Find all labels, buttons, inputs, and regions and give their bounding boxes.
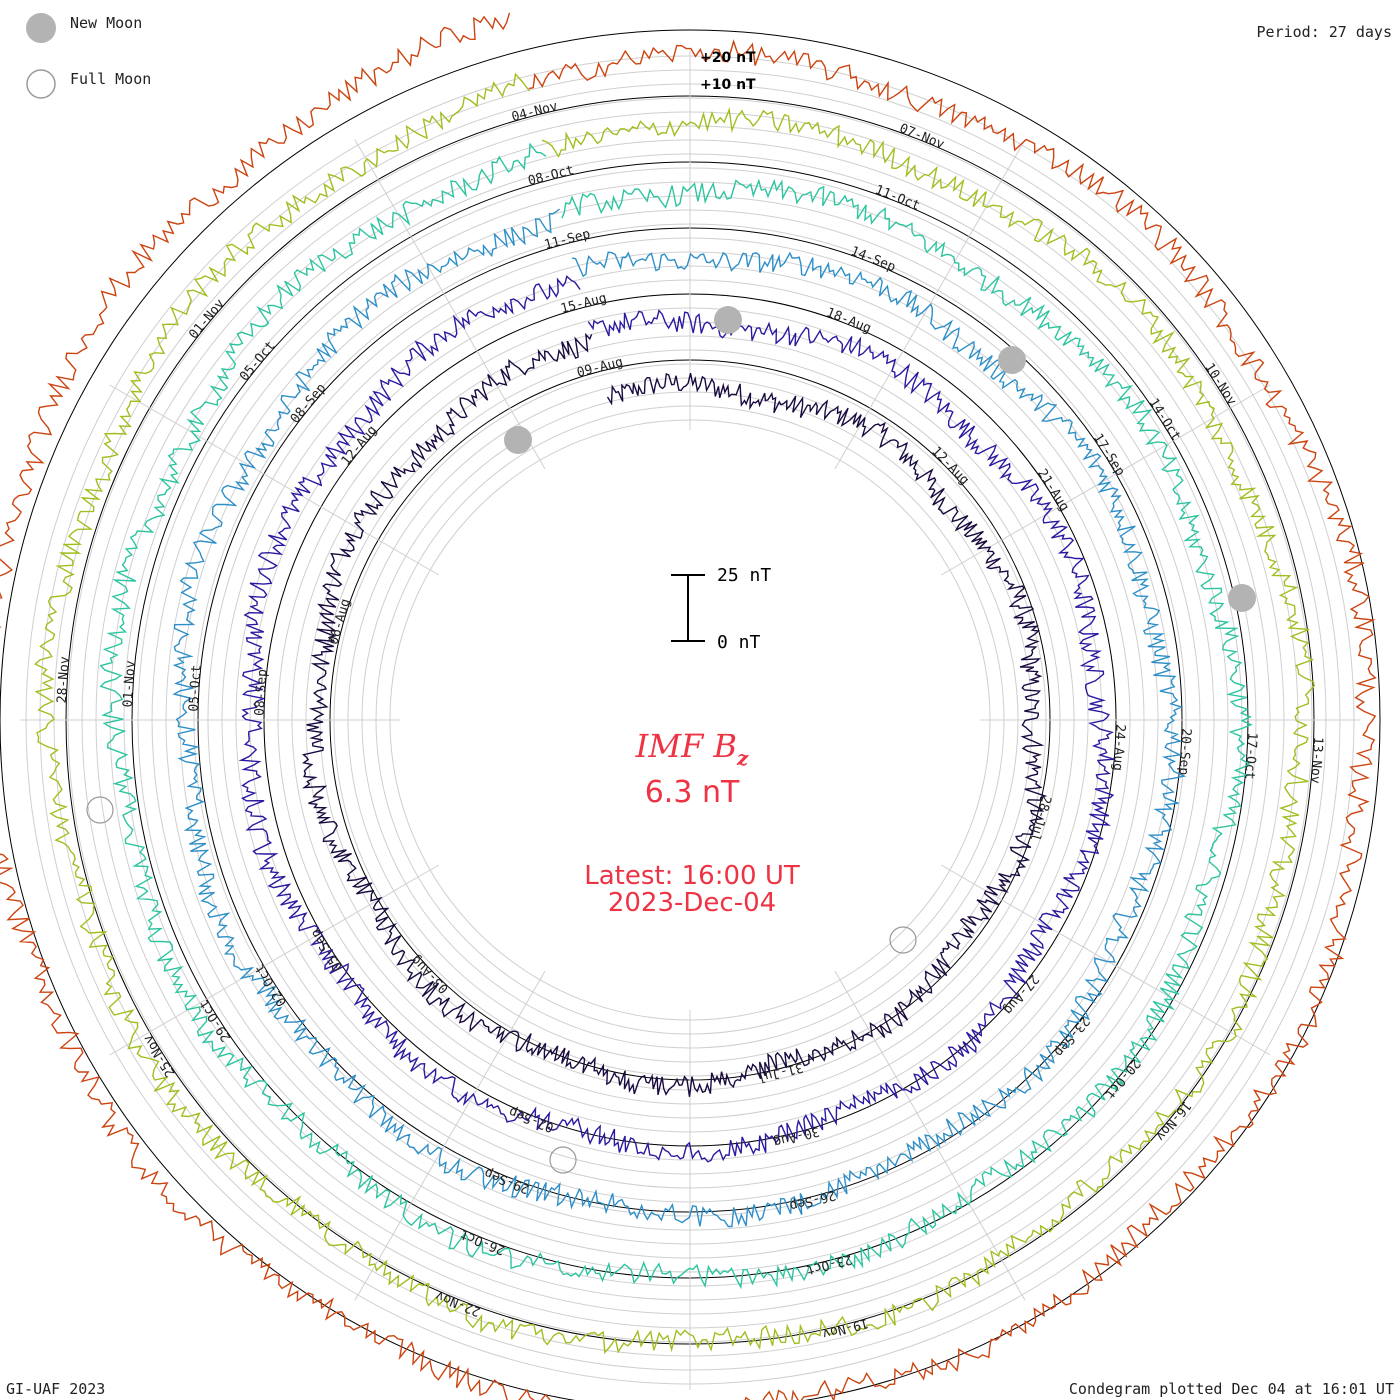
date-label: 26-Sep bbox=[788, 1187, 837, 1213]
date-label: 23-Oct bbox=[804, 1251, 853, 1277]
date-label: 25-Nov bbox=[141, 1032, 179, 1080]
date-label: 28-Jul bbox=[1026, 794, 1053, 843]
full-moon-marker bbox=[889, 926, 917, 954]
date-label: 05-Oct bbox=[186, 664, 204, 712]
date-label: 24-Aug bbox=[1110, 724, 1128, 772]
scale-bar-bottom-label: 0 nT bbox=[717, 632, 761, 653]
date-label: 28-Nov bbox=[55, 656, 73, 704]
radial-spoke bbox=[354, 970, 546, 1301]
grid-ring bbox=[277, 307, 1103, 1133]
date-label: 23-Sep bbox=[1051, 1013, 1093, 1059]
date-label: 15-Aug bbox=[559, 291, 608, 317]
date-label: 08-Oct bbox=[526, 163, 575, 189]
legend-new-moon-label: New Moon bbox=[70, 14, 143, 32]
ring-label-20: +20 nT bbox=[700, 50, 756, 66]
date-label: 11-Oct bbox=[873, 183, 922, 214]
date-label: 31-Jul bbox=[755, 1059, 804, 1085]
radial-spoke bbox=[940, 864, 1271, 1056]
trace-cycle-1 bbox=[301, 332, 1048, 1097]
new-moon-marker bbox=[998, 346, 1026, 374]
radial-spoke bbox=[109, 864, 440, 1056]
date-label: 10-Nov bbox=[1201, 361, 1239, 409]
latest-time: Latest: 16:00 UT bbox=[584, 861, 800, 891]
full-moon-marker bbox=[86, 796, 114, 824]
new-moon-marker bbox=[714, 306, 742, 334]
grid-ring bbox=[361, 391, 1019, 1049]
trace-cycle-5 bbox=[34, 72, 1315, 1355]
date-label: 09-Aug bbox=[575, 355, 624, 381]
new-moon-marker bbox=[504, 426, 532, 454]
full-moon-marker bbox=[549, 1146, 577, 1174]
trace-cycle-3 bbox=[172, 208, 1187, 1228]
radial-spokes bbox=[20, 50, 1360, 1390]
date-label: 16-Nov bbox=[1152, 1098, 1194, 1144]
grid-ring bbox=[375, 405, 1005, 1035]
date-label: 14-Oct bbox=[1146, 396, 1184, 444]
full-moon-legend-icon bbox=[26, 69, 56, 99]
radial-spoke bbox=[940, 384, 1271, 576]
grid-ring bbox=[389, 419, 991, 1021]
date-label: 06-Aug bbox=[326, 597, 353, 646]
zero-ring bbox=[0, 29, 1381, 1400]
date-label: 01-Nov bbox=[121, 660, 139, 708]
scale-bar-top-label: 25 nT bbox=[717, 565, 771, 586]
latest-date: 2023-Dec-04 bbox=[608, 888, 776, 918]
ring-label-10: +10 nT bbox=[700, 77, 756, 93]
date-label: 07-Nov bbox=[897, 121, 946, 152]
period-label: Period: 27 days bbox=[1256, 23, 1392, 41]
date-label: 20-Sep bbox=[1175, 728, 1193, 776]
center-value: 6.3 nT bbox=[645, 775, 740, 810]
date-label: 05-Oct bbox=[237, 339, 279, 385]
date-label: 14-Sep bbox=[848, 244, 897, 275]
date-label: 21-Aug bbox=[1034, 466, 1072, 514]
plotted-timestamp: Condegram plotted Dec 04 at 16:01 UT bbox=[1068, 1380, 1394, 1398]
trace-cycle-4 bbox=[99, 142, 1253, 1290]
legend-full-moon-label: Full Moon bbox=[70, 70, 152, 88]
radial-spoke bbox=[354, 139, 546, 470]
date-label: 02-Oct bbox=[252, 961, 290, 1009]
trace-cycle-2 bbox=[238, 275, 1115, 1163]
date-label: 13-Nov bbox=[1307, 736, 1325, 784]
trace-cycle-6 bbox=[0, 12, 1377, 1400]
date-label: 01-Nov bbox=[186, 296, 228, 342]
date-label: 29-Oct bbox=[197, 996, 235, 1044]
credit-label: GI-UAF 2023 bbox=[6, 1380, 106, 1398]
data-traces bbox=[0, 12, 1377, 1400]
moon-markers bbox=[86, 306, 1256, 1174]
new-moon-legend-icon bbox=[26, 13, 56, 43]
radial-spoke bbox=[109, 384, 440, 576]
new-moon-marker bbox=[1228, 584, 1256, 612]
date-label: 05-Sep bbox=[308, 926, 346, 974]
date-label: 17-Oct bbox=[1241, 732, 1259, 780]
date-label: 08-Sep bbox=[252, 668, 270, 716]
date-label: 22-Nov bbox=[433, 1287, 482, 1318]
center-title: IMF Bz bbox=[635, 727, 749, 770]
date-label: 29-Sep bbox=[482, 1165, 531, 1196]
date-label: 08-Sep bbox=[288, 381, 330, 427]
